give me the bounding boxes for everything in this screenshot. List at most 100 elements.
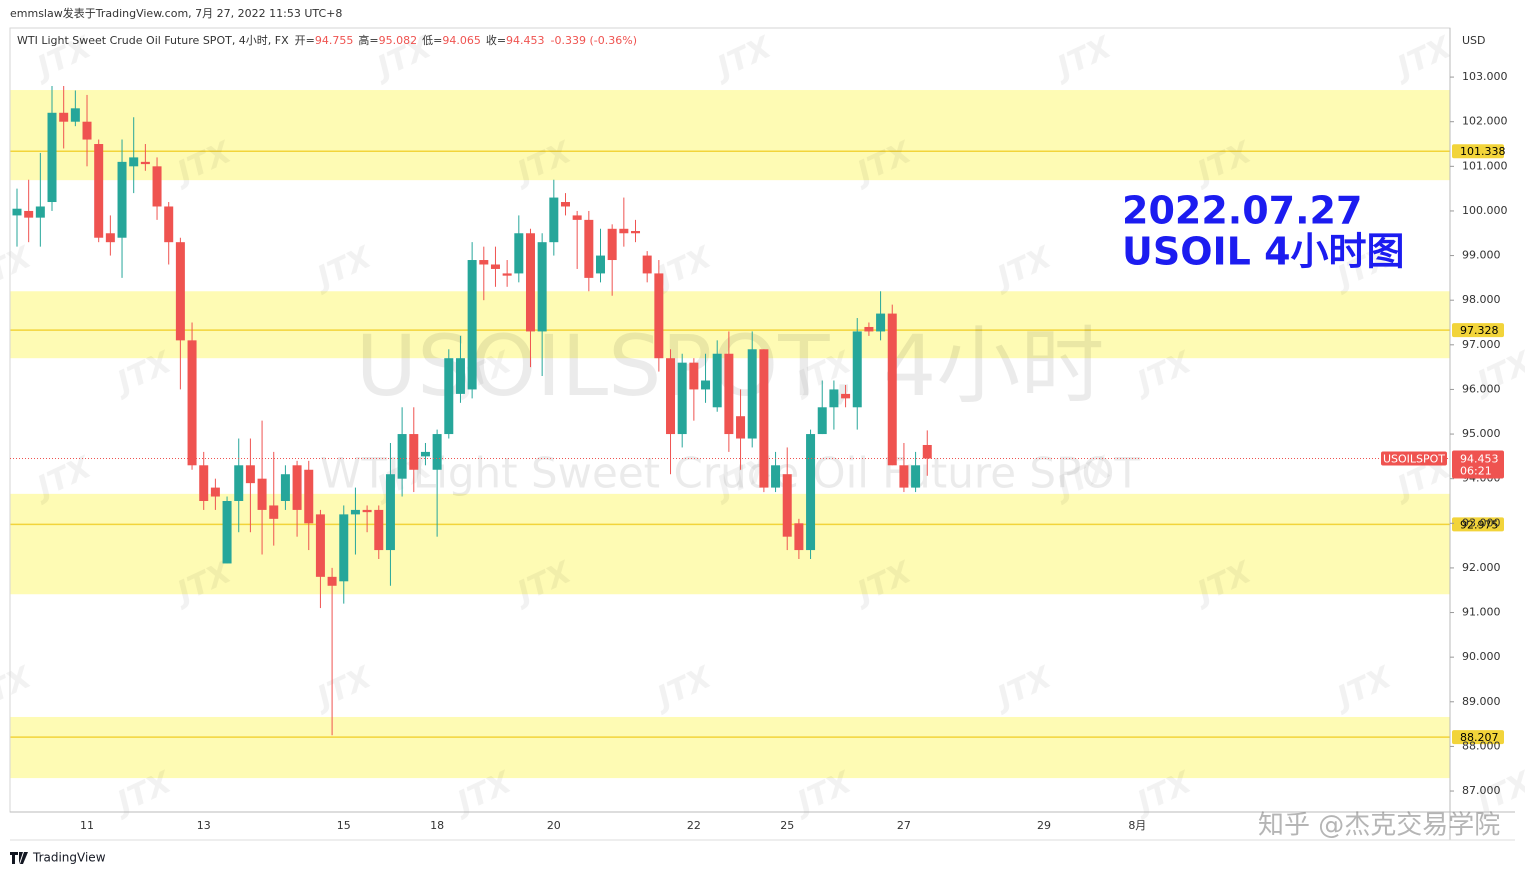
y-tick-label: 95.000 (1462, 427, 1501, 440)
candle-body (59, 112, 69, 122)
candle-body (747, 349, 757, 439)
x-tick-label: 20 (547, 819, 561, 832)
candle-body (596, 255, 605, 274)
legend-label: 开= (295, 34, 315, 47)
candle-body (537, 242, 547, 332)
candle-body (631, 231, 641, 234)
candle-body (806, 434, 816, 551)
candle-body (782, 474, 792, 537)
candle-body (911, 465, 921, 488)
level-label: 101.338 (1460, 145, 1506, 158)
candle-body (210, 487, 220, 497)
legend-title: WTI Light Sweet Crude Oil Future SPOT, 4… (17, 34, 289, 47)
candle-body (467, 260, 477, 390)
x-tick-label: 25 (780, 819, 794, 832)
candle-body (420, 451, 430, 457)
y-tick-label: 88.000 (1462, 739, 1501, 752)
candle-body (140, 161, 150, 165)
price-tag-box (1452, 450, 1504, 479)
candle-body (584, 219, 594, 278)
y-tick-label: 91.000 (1462, 606, 1501, 619)
annotation: USOIL 4小时图 (1122, 230, 1405, 274)
candle-body (94, 144, 104, 238)
candle-body (187, 340, 197, 466)
price-tag-name-box (1381, 451, 1447, 466)
candle-body (292, 465, 302, 510)
x-tick-label: 11 (80, 819, 94, 832)
candle-body (432, 434, 442, 470)
candle-body (479, 260, 489, 265)
price-tag: 94.453 (1460, 452, 1499, 465)
y-tick-label: 100.000 (1462, 204, 1508, 217)
brand-logo (10, 852, 28, 864)
y-tick-label: 103.000 (1462, 70, 1508, 83)
candle-body (70, 108, 80, 122)
legend-label: 收= (486, 33, 506, 47)
candle-body (397, 434, 407, 479)
candle-body (876, 313, 886, 332)
legend-label: 高= (358, 33, 378, 47)
currency: USD (1462, 34, 1486, 47)
candle-body (257, 478, 267, 510)
candle-body (374, 509, 384, 551)
candle-body (817, 407, 827, 435)
candle-body (304, 469, 314, 524)
y-tick-label: 102.000 (1462, 115, 1508, 128)
brand: TradingView (32, 851, 106, 865)
x-tick-label: 8月 (1128, 819, 1146, 832)
candle-body (222, 500, 232, 564)
candle-body (899, 465, 909, 488)
candle-body (712, 353, 722, 408)
legend-value: 94.065 (442, 34, 481, 47)
candle-body (129, 157, 139, 167)
candle-body (105, 233, 115, 243)
level-label: 92.975 (1460, 518, 1499, 531)
annotation: 2022.07.27 (1122, 189, 1362, 233)
legend-value: 94.453 (506, 34, 545, 47)
level-label-box (1452, 517, 1504, 532)
candle-body (362, 509, 372, 513)
candle-body (619, 228, 629, 234)
candle-body (736, 416, 746, 439)
y-tick-label: 101.000 (1462, 159, 1508, 172)
candle-body (269, 505, 279, 519)
y-tick-label: 89.000 (1462, 695, 1501, 708)
candle-body (490, 264, 500, 269)
y-tick-label: 97.000 (1462, 338, 1501, 351)
candle-body (666, 358, 676, 435)
candle-body (794, 523, 804, 551)
y-tick-label: 87.000 (1462, 784, 1501, 797)
candle-body (315, 514, 325, 577)
candle-body (175, 242, 185, 341)
price-tag-name: USOILSPOT (1383, 452, 1445, 465)
x-tick-label: 18 (430, 819, 444, 832)
candle-body (759, 349, 769, 488)
candle-body (385, 474, 395, 551)
candle-body (887, 313, 897, 466)
y-tick-label: 98.000 (1462, 293, 1501, 306)
legend-change: -0.339 (-0.36%) (551, 34, 637, 47)
candle-body (852, 331, 862, 408)
level-label-box (1452, 323, 1504, 338)
candle-body (514, 233, 524, 274)
candle-body (560, 202, 570, 207)
level-label: 88.207 (1460, 731, 1499, 744)
x-tick-label: 29 (1037, 819, 1051, 832)
candle-body (152, 166, 162, 207)
candle-body (350, 509, 360, 515)
y-tick-label: 92.000 (1462, 561, 1501, 574)
price-countdown: 06:21 (1460, 464, 1492, 477)
publisher: emmslaw发表于TradingView.com, 7月 27, 2022 1… (10, 6, 342, 20)
credit: 知乎 @杰克交易学院 (1258, 811, 1500, 841)
candle-body (82, 121, 92, 140)
legend: WTI Light Sweet Crude Oil Future SPOT, 4… (17, 33, 637, 47)
x-tick-label: 27 (897, 819, 911, 832)
candle-body (35, 206, 45, 218)
candle-body (455, 358, 465, 394)
legend-label: 低= (422, 34, 442, 47)
candle-body (771, 465, 781, 488)
watermark-sub: WTI Light Sweet Crude Oil Future SPOT (320, 449, 1141, 498)
candle-body (677, 362, 687, 435)
